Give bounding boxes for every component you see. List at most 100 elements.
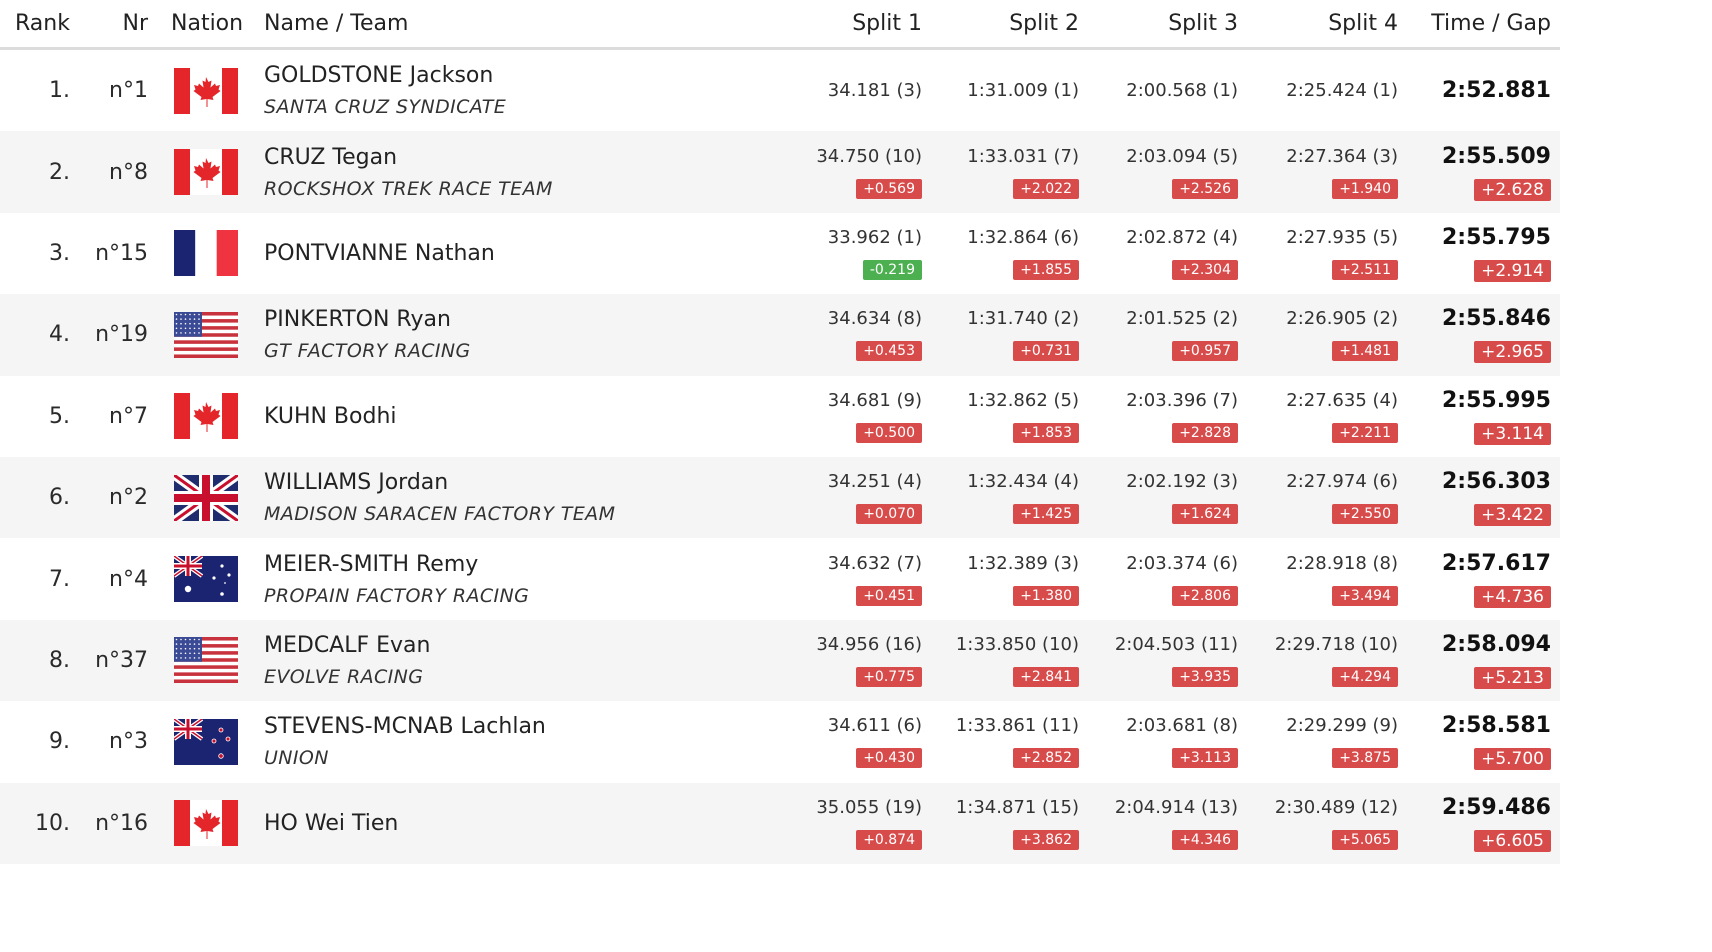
split-1-cell: 34.611 (6) +0.430 xyxy=(788,715,922,769)
split-3-gap-badge: +0.957 xyxy=(1172,341,1238,362)
table-row[interactable]: 2. n°8 CRUZ Tegan ROCKSHOX TREK RACE TEAM 34… xyxy=(0,131,1560,213)
split-1-gap-badge: +0.874 xyxy=(856,829,922,850)
team-name: SANTA CRUZ SYNDICATE xyxy=(264,96,507,119)
split-2-time: 1:32.434 (4) xyxy=(967,471,1079,493)
rider-cell: GOLDSTONE Jackson SANTA CRUZ SYNDICATE xyxy=(264,63,788,118)
split-1-time: 34.956 (16) xyxy=(816,633,922,655)
rider-cell: STEVENS-MCNAB Lachlan UNION xyxy=(264,714,788,769)
rider-name[interactable]: WILLIAMS Jordan xyxy=(264,470,449,496)
header-split-4[interactable]: Split 4 xyxy=(1328,11,1398,36)
rank: 3. xyxy=(49,240,70,266)
time-cell: 2:55.795 +2.914 xyxy=(1398,225,1551,282)
rank: 10. xyxy=(35,810,70,836)
split-1-time: 34.634 (8) xyxy=(827,308,922,330)
table-row[interactable]: 6. n°2 WILLIAMS Jordan MADISON SARACEN FACT… xyxy=(0,456,1560,539)
split-3-cell: 2:02.872 (4) +2.304 xyxy=(1079,227,1238,280)
canada-flag-icon xyxy=(148,149,264,196)
split-1-cell: 34.634 (8) +0.453 xyxy=(788,308,922,362)
split-2-cell: 1:32.864 (6) +1.855 xyxy=(922,227,1079,280)
bib-number: n°37 xyxy=(95,647,148,673)
rider-cell: CRUZ Tegan ROCKSHOX TREK RACE TEAM xyxy=(264,145,788,200)
bib-number: n°7 xyxy=(109,403,148,429)
header-nation[interactable]: Nation xyxy=(171,11,244,36)
rider-name[interactable]: KUHN Bodhi xyxy=(264,403,397,429)
time-gap-badge: +2.914 xyxy=(1474,259,1551,282)
split-4-cell: 2:30.489 (12) +5.065 xyxy=(1238,797,1398,850)
header-rank[interactable]: Rank xyxy=(15,11,70,36)
split-3-time: 2:02.872 (4) xyxy=(1126,226,1238,248)
split-4-cell: 2:27.635 (4) +2.211 xyxy=(1238,390,1398,443)
rider-name[interactable]: MEIER-SMITH Remy xyxy=(264,551,479,577)
table-row[interactable]: 8. n°37 MEDCALF Evan EVOLVE RACING 34.956 (1… xyxy=(0,619,1560,702)
header-time-gap[interactable]: Time / Gap xyxy=(1431,11,1551,36)
finish-time: 2:56.303 xyxy=(1441,469,1551,495)
time-cell: 2:58.581 +5.700 xyxy=(1398,713,1551,771)
split-4-gap-badge: +2.550 xyxy=(1332,504,1398,525)
split-1-cell: 35.055 (19) +0.874 xyxy=(788,797,922,850)
rider-name[interactable]: PONTVIANNE Nathan xyxy=(264,240,495,266)
time-cell: 2:57.617 +4.736 xyxy=(1398,551,1551,608)
time-cell: 2:55.995 +3.114 xyxy=(1398,388,1551,445)
rider-name[interactable]: PINKERTON Ryan xyxy=(264,307,451,333)
header-split-1[interactable]: Split 1 xyxy=(852,11,922,36)
table-row[interactable]: 7. n°4 MEIER-SMITH Remy PROPAIN FACTORY RAC… xyxy=(0,538,1560,619)
bib-number: n°15 xyxy=(95,240,148,266)
split-1-time: 34.681 (9) xyxy=(827,389,922,411)
split-1-time: 34.181 (3) xyxy=(827,80,922,102)
header-split-2[interactable]: Split 2 xyxy=(1009,11,1079,36)
finish-time: 2:55.795 xyxy=(1441,224,1551,250)
split-4-time: 2:26.905 (2) xyxy=(1286,308,1398,330)
split-4-gap-badge: +5.065 xyxy=(1332,829,1398,850)
rider-name[interactable]: STEVENS-MCNAB Lachlan xyxy=(264,714,546,740)
table-body: 1. n°1 GOLDSTONE Jackson SANTA CRUZ SYNDICA… xyxy=(0,50,1560,864)
split-4-gap-badge: +1.481 xyxy=(1332,341,1398,362)
header-nr[interactable]: Nr xyxy=(122,11,148,36)
rider-cell: MEIER-SMITH Remy PROPAIN FACTORY RACING xyxy=(264,552,788,607)
time-cell: 2:55.846 +2.965 xyxy=(1398,306,1551,364)
rider-cell: PINKERTON Ryan GT FACTORY RACING xyxy=(264,307,788,362)
table-row[interactable]: 10. n°16 HO Wei Tien 35.055 (19) +0.874 1:34.… xyxy=(0,782,1560,864)
time-gap-badge: +2.965 xyxy=(1474,341,1551,364)
split-4-time: 2:27.935 (5) xyxy=(1286,226,1398,248)
rider-name[interactable]: MEDCALF Evan xyxy=(264,632,431,658)
rank: 5. xyxy=(49,403,70,429)
split-3-cell: 2:00.568 (1) xyxy=(1079,80,1238,101)
new-zealand-flag-icon xyxy=(148,718,264,765)
table-row[interactable]: 5. n°7 KUHN Bodhi 34.681 (9) +0.500 1:32.862 … xyxy=(0,376,1560,457)
time-gap-badge: +4.736 xyxy=(1474,585,1551,608)
split-3-time: 2:01.525 (2) xyxy=(1126,308,1238,330)
rider-cell: HO Wei Tien xyxy=(264,811,788,836)
team-name: UNION xyxy=(264,747,329,770)
table-row[interactable]: 3. n°15 PONTVIANNE Nathan 33.962 (1) -0.219 1… xyxy=(0,213,1560,294)
split-4-cell: 2:25.424 (1) xyxy=(1238,80,1398,101)
split-2-gap-badge: +2.841 xyxy=(1013,666,1079,687)
canada-flag-icon xyxy=(148,800,264,847)
table-row[interactable]: 9. n°3 STEVENS-MCNAB Lachlan UNION 34.611 (6… xyxy=(0,701,1560,782)
rider-name[interactable]: GOLDSTONE Jackson xyxy=(264,63,494,89)
split-4-gap-badge: +3.494 xyxy=(1332,585,1398,606)
header-split-3[interactable]: Split 3 xyxy=(1168,11,1238,36)
split-4-gap-badge: +3.875 xyxy=(1332,748,1398,769)
finish-time: 2:55.995 xyxy=(1441,387,1551,413)
split-2-time: 1:31.009 (1) xyxy=(967,80,1079,102)
table-row[interactable]: 4. n°19 PINKERTON Ryan GT FACTORY RACING 34.… xyxy=(0,294,1560,376)
split-4-time: 2:25.424 (1) xyxy=(1286,80,1398,102)
finish-time: 2:55.846 xyxy=(1441,306,1551,332)
split-3-cell: 2:03.681 (8) +3.113 xyxy=(1079,715,1238,769)
split-3-time: 2:00.568 (1) xyxy=(1126,80,1238,102)
rider-name[interactable]: HO Wei Tien xyxy=(264,810,399,836)
split-2-cell: 1:32.434 (4) +1.425 xyxy=(922,471,1079,525)
finish-time: 2:58.581 xyxy=(1441,713,1551,739)
bib-number: n°16 xyxy=(95,810,148,836)
split-3-gap-badge: +2.828 xyxy=(1172,422,1238,443)
split-2-cell: 1:33.850 (10) +2.841 xyxy=(922,634,1079,687)
rider-name[interactable]: CRUZ Tegan xyxy=(264,144,398,170)
table-row[interactable]: 1. n°1 GOLDSTONE Jackson SANTA CRUZ SYNDICA… xyxy=(0,50,1560,131)
bib-number: n°1 xyxy=(109,78,148,104)
split-4-gap-badge: +4.294 xyxy=(1332,666,1398,687)
split-4-cell: 2:29.718 (10) +4.294 xyxy=(1238,634,1398,687)
header-name-team[interactable]: Name / Team xyxy=(264,11,409,36)
team-name: GT FACTORY RACING xyxy=(264,340,471,363)
time-cell: 2:55.509 +2.628 xyxy=(1398,144,1551,201)
rider-cell: PONTVIANNE Nathan xyxy=(264,241,788,266)
